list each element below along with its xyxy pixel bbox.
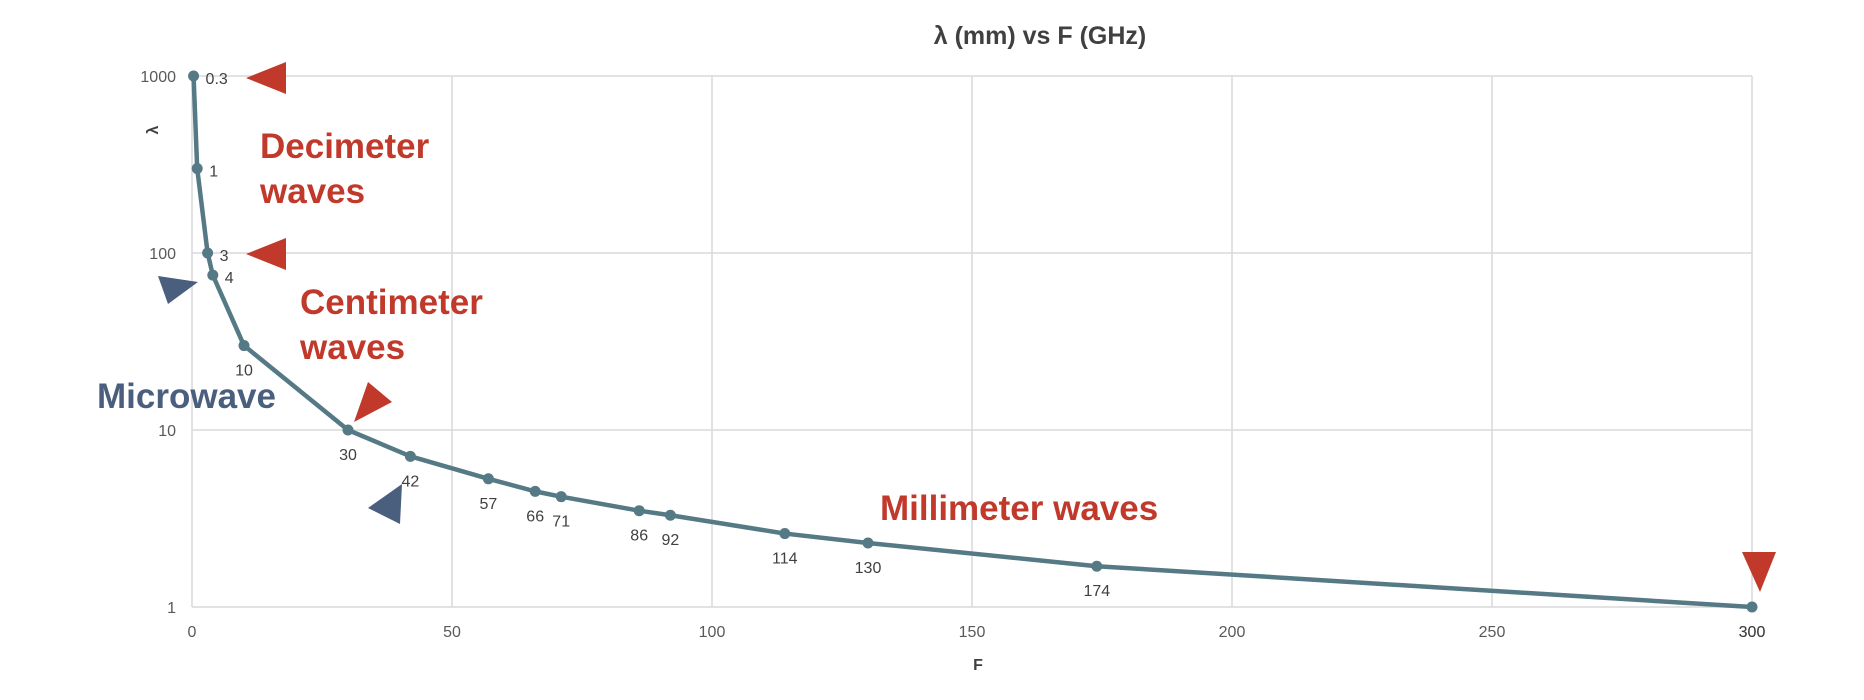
axis-ticks: 0 50 100 150 200 250 300 1 10 100 1000	[140, 69, 1765, 641]
red-marker-triangle-2	[246, 238, 286, 270]
annotation-millimeter-waves: Millimeter waves	[880, 489, 1158, 528]
red-marker-triangle-3	[354, 382, 392, 422]
data-point	[529, 485, 541, 497]
data-point	[238, 340, 250, 352]
annotation-microwave: Microwave	[97, 377, 276, 416]
data-label: 1	[209, 164, 218, 181]
x-tick-label: 300	[1739, 624, 1766, 641]
data-point	[633, 505, 645, 517]
annotation-decimeter-waves: waves	[259, 172, 365, 211]
data-point	[1091, 560, 1103, 572]
data-label: 42	[402, 473, 420, 490]
series-line	[191, 75, 1753, 610]
y-tick-label: 100	[149, 246, 176, 263]
x-axis-title: F	[973, 657, 983, 674]
data-label: 30	[339, 447, 357, 464]
x-tick-label: 100	[699, 624, 726, 641]
data-point	[404, 450, 416, 462]
data-label: 66	[526, 508, 544, 525]
x-tick-label: 0	[188, 624, 197, 641]
y-tick-label: 1	[167, 600, 176, 617]
x-tick-label: 200	[1219, 624, 1246, 641]
data-point	[1746, 601, 1758, 613]
data-label: 4	[225, 270, 234, 287]
data-points	[188, 70, 1758, 613]
data-label: 0.3	[206, 71, 228, 88]
data-point	[664, 509, 676, 521]
y-tick-label: 10	[158, 423, 176, 440]
series-line-group	[191, 75, 1753, 610]
data-label: 92	[662, 532, 680, 549]
data-label: 57	[480, 496, 498, 513]
annotation-centimeter: Centimeter	[300, 283, 483, 322]
data-label: 71	[552, 514, 570, 531]
annotation-decimeter: Decimeter	[260, 127, 430, 166]
red-marker-triangle-1	[246, 62, 286, 94]
x-tick-label: 150	[959, 624, 986, 641]
annotation-centimeter-waves: waves	[299, 328, 405, 367]
red-marker-triangle-4	[1742, 552, 1776, 592]
data-point	[779, 528, 791, 540]
data-label: 114	[772, 551, 798, 568]
gridlines	[191, 75, 1753, 608]
x-tick-label: 250	[1479, 624, 1506, 641]
data-point	[555, 491, 567, 503]
data-label: 130	[855, 560, 882, 577]
data-point	[862, 537, 874, 549]
data-label: 174	[1083, 583, 1110, 600]
x-tick-label: 50	[443, 624, 461, 641]
data-labels: 0.3 1 3 4 10 30 42 57 66 71 86 92 114 130 174 300	[206, 71, 1766, 641]
data-point	[207, 269, 219, 281]
data-point	[482, 473, 494, 485]
data-label: 3	[220, 248, 229, 265]
blue-marker-triangle-2	[368, 484, 402, 524]
data-label: 86	[630, 528, 648, 545]
data-label: 10	[235, 363, 253, 380]
y-axis-title: λ	[145, 125, 162, 134]
data-point	[191, 163, 203, 175]
data-point	[202, 247, 214, 259]
blue-marker-triangle-1	[158, 276, 198, 304]
data-label: 300	[1739, 624, 1766, 641]
data-point	[342, 424, 354, 436]
data-point	[188, 70, 200, 82]
y-tick-label: 1000	[140, 69, 176, 86]
chart-title: λ (mm) vs F (GHz)	[934, 22, 1147, 50]
